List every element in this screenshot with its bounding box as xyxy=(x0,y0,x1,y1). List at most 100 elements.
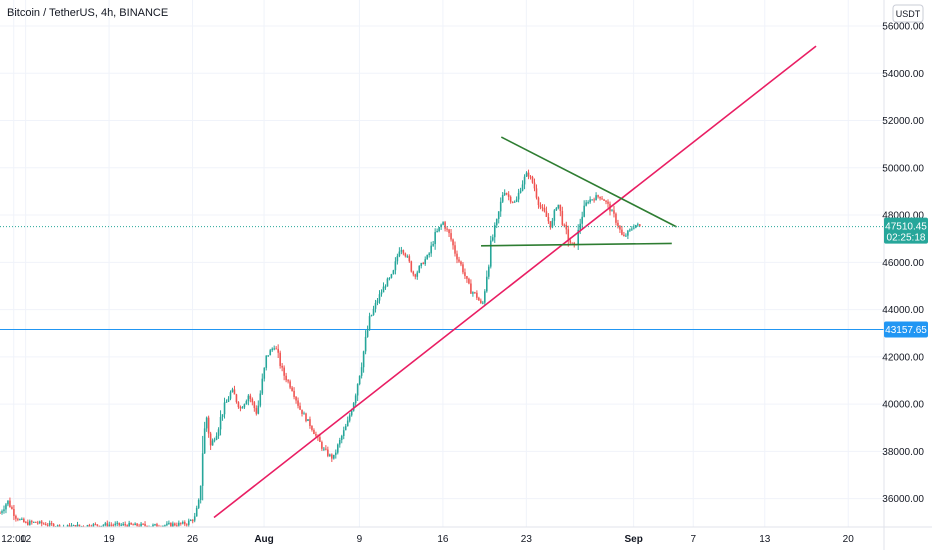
candle-down xyxy=(549,221,552,228)
candle-down xyxy=(138,525,140,527)
candle-down xyxy=(0,512,1,514)
candle-down xyxy=(9,500,11,508)
candle-down xyxy=(422,263,425,265)
candle-down xyxy=(40,521,43,524)
candle-up xyxy=(48,523,51,526)
candle-down xyxy=(235,394,238,403)
candle-down xyxy=(191,520,194,522)
candle-up xyxy=(555,208,558,211)
candle-down xyxy=(52,524,55,528)
candle-up xyxy=(553,210,556,221)
candle-down xyxy=(94,524,97,526)
candle-up xyxy=(583,205,585,217)
candle-down xyxy=(563,224,566,226)
candle-up xyxy=(140,523,142,527)
candle-down xyxy=(454,245,456,254)
candle-up xyxy=(346,420,349,427)
candle-up xyxy=(261,378,264,394)
candle-up xyxy=(591,199,593,201)
candle-down xyxy=(478,297,480,301)
candle-up xyxy=(5,504,7,510)
candle-up xyxy=(611,210,613,212)
candle-up xyxy=(637,224,639,226)
candle-down xyxy=(505,193,508,195)
time-axis-panel xyxy=(0,527,932,550)
candle-down xyxy=(468,278,470,284)
candle-down xyxy=(277,348,279,353)
candle-up xyxy=(521,184,524,191)
candle-up xyxy=(108,524,111,527)
candle-up xyxy=(386,278,389,287)
candle-down xyxy=(617,222,619,227)
candle-down xyxy=(511,201,514,203)
y-tick-label: 40000.00 xyxy=(882,400,924,411)
candle-down xyxy=(531,176,534,183)
candle-down xyxy=(605,200,607,202)
candle-up xyxy=(29,521,31,525)
candle-down xyxy=(456,253,458,260)
candle-down xyxy=(603,199,605,201)
candle-up xyxy=(400,250,403,252)
candle-down xyxy=(464,272,466,277)
candle-up xyxy=(501,195,504,202)
candle-down xyxy=(96,524,99,526)
candle-up xyxy=(418,266,421,273)
candle-up xyxy=(271,348,274,351)
candle-down xyxy=(249,395,252,399)
candle-down xyxy=(410,261,413,272)
trendline-rising-support xyxy=(213,45,817,519)
chart-title: Bitcoin / TetherUS, 4h, BINANCE xyxy=(7,7,168,19)
candle-down xyxy=(452,239,454,246)
candle-up xyxy=(352,403,355,411)
candle-down xyxy=(313,429,315,435)
candle-up xyxy=(72,525,75,527)
candle-up xyxy=(172,523,174,527)
candle-up xyxy=(338,440,341,445)
candle-down xyxy=(460,261,462,265)
candle-down xyxy=(136,523,138,526)
candle-up xyxy=(398,251,401,257)
candle-up xyxy=(627,230,629,236)
candle-up xyxy=(428,253,430,256)
candle-up xyxy=(38,521,41,524)
candle-down xyxy=(311,425,313,430)
candle-up xyxy=(203,428,206,454)
candle-down xyxy=(126,525,128,527)
candle-up xyxy=(122,524,124,526)
candle-up xyxy=(551,220,554,228)
candle-down xyxy=(601,198,603,200)
countdown-timer: 02:25:18 xyxy=(887,233,926,244)
candle-up xyxy=(223,402,226,415)
candle-down xyxy=(185,524,188,526)
candle-up xyxy=(376,300,379,303)
candle-up xyxy=(579,223,581,230)
candle-up xyxy=(166,523,168,526)
x-tick-label: 19 xyxy=(104,534,116,545)
candle-up xyxy=(631,228,633,230)
candle-up xyxy=(625,235,627,237)
candle-down xyxy=(281,365,283,368)
candle-up xyxy=(495,218,498,226)
candle-down xyxy=(42,523,45,525)
candle-down xyxy=(529,176,532,178)
candle-down xyxy=(25,522,27,524)
candle-down xyxy=(458,259,460,262)
y-tick-label: 52000.00 xyxy=(882,116,924,127)
candle-up xyxy=(336,444,339,453)
candle-up xyxy=(243,404,246,408)
candle-down xyxy=(327,449,329,456)
candle-up xyxy=(486,276,488,292)
candle-down xyxy=(295,396,297,401)
candle-down xyxy=(233,389,236,395)
candle-up xyxy=(442,222,444,225)
candle-up xyxy=(269,350,272,356)
candle-down xyxy=(144,523,146,526)
x-tick-label: 23 xyxy=(521,534,533,545)
candle-down xyxy=(509,196,512,202)
candle-down xyxy=(444,222,446,229)
candle-down xyxy=(50,523,53,525)
candle-down xyxy=(17,518,19,520)
candle-down xyxy=(176,525,178,527)
candle-up xyxy=(484,291,486,303)
chart-grid xyxy=(0,0,884,527)
